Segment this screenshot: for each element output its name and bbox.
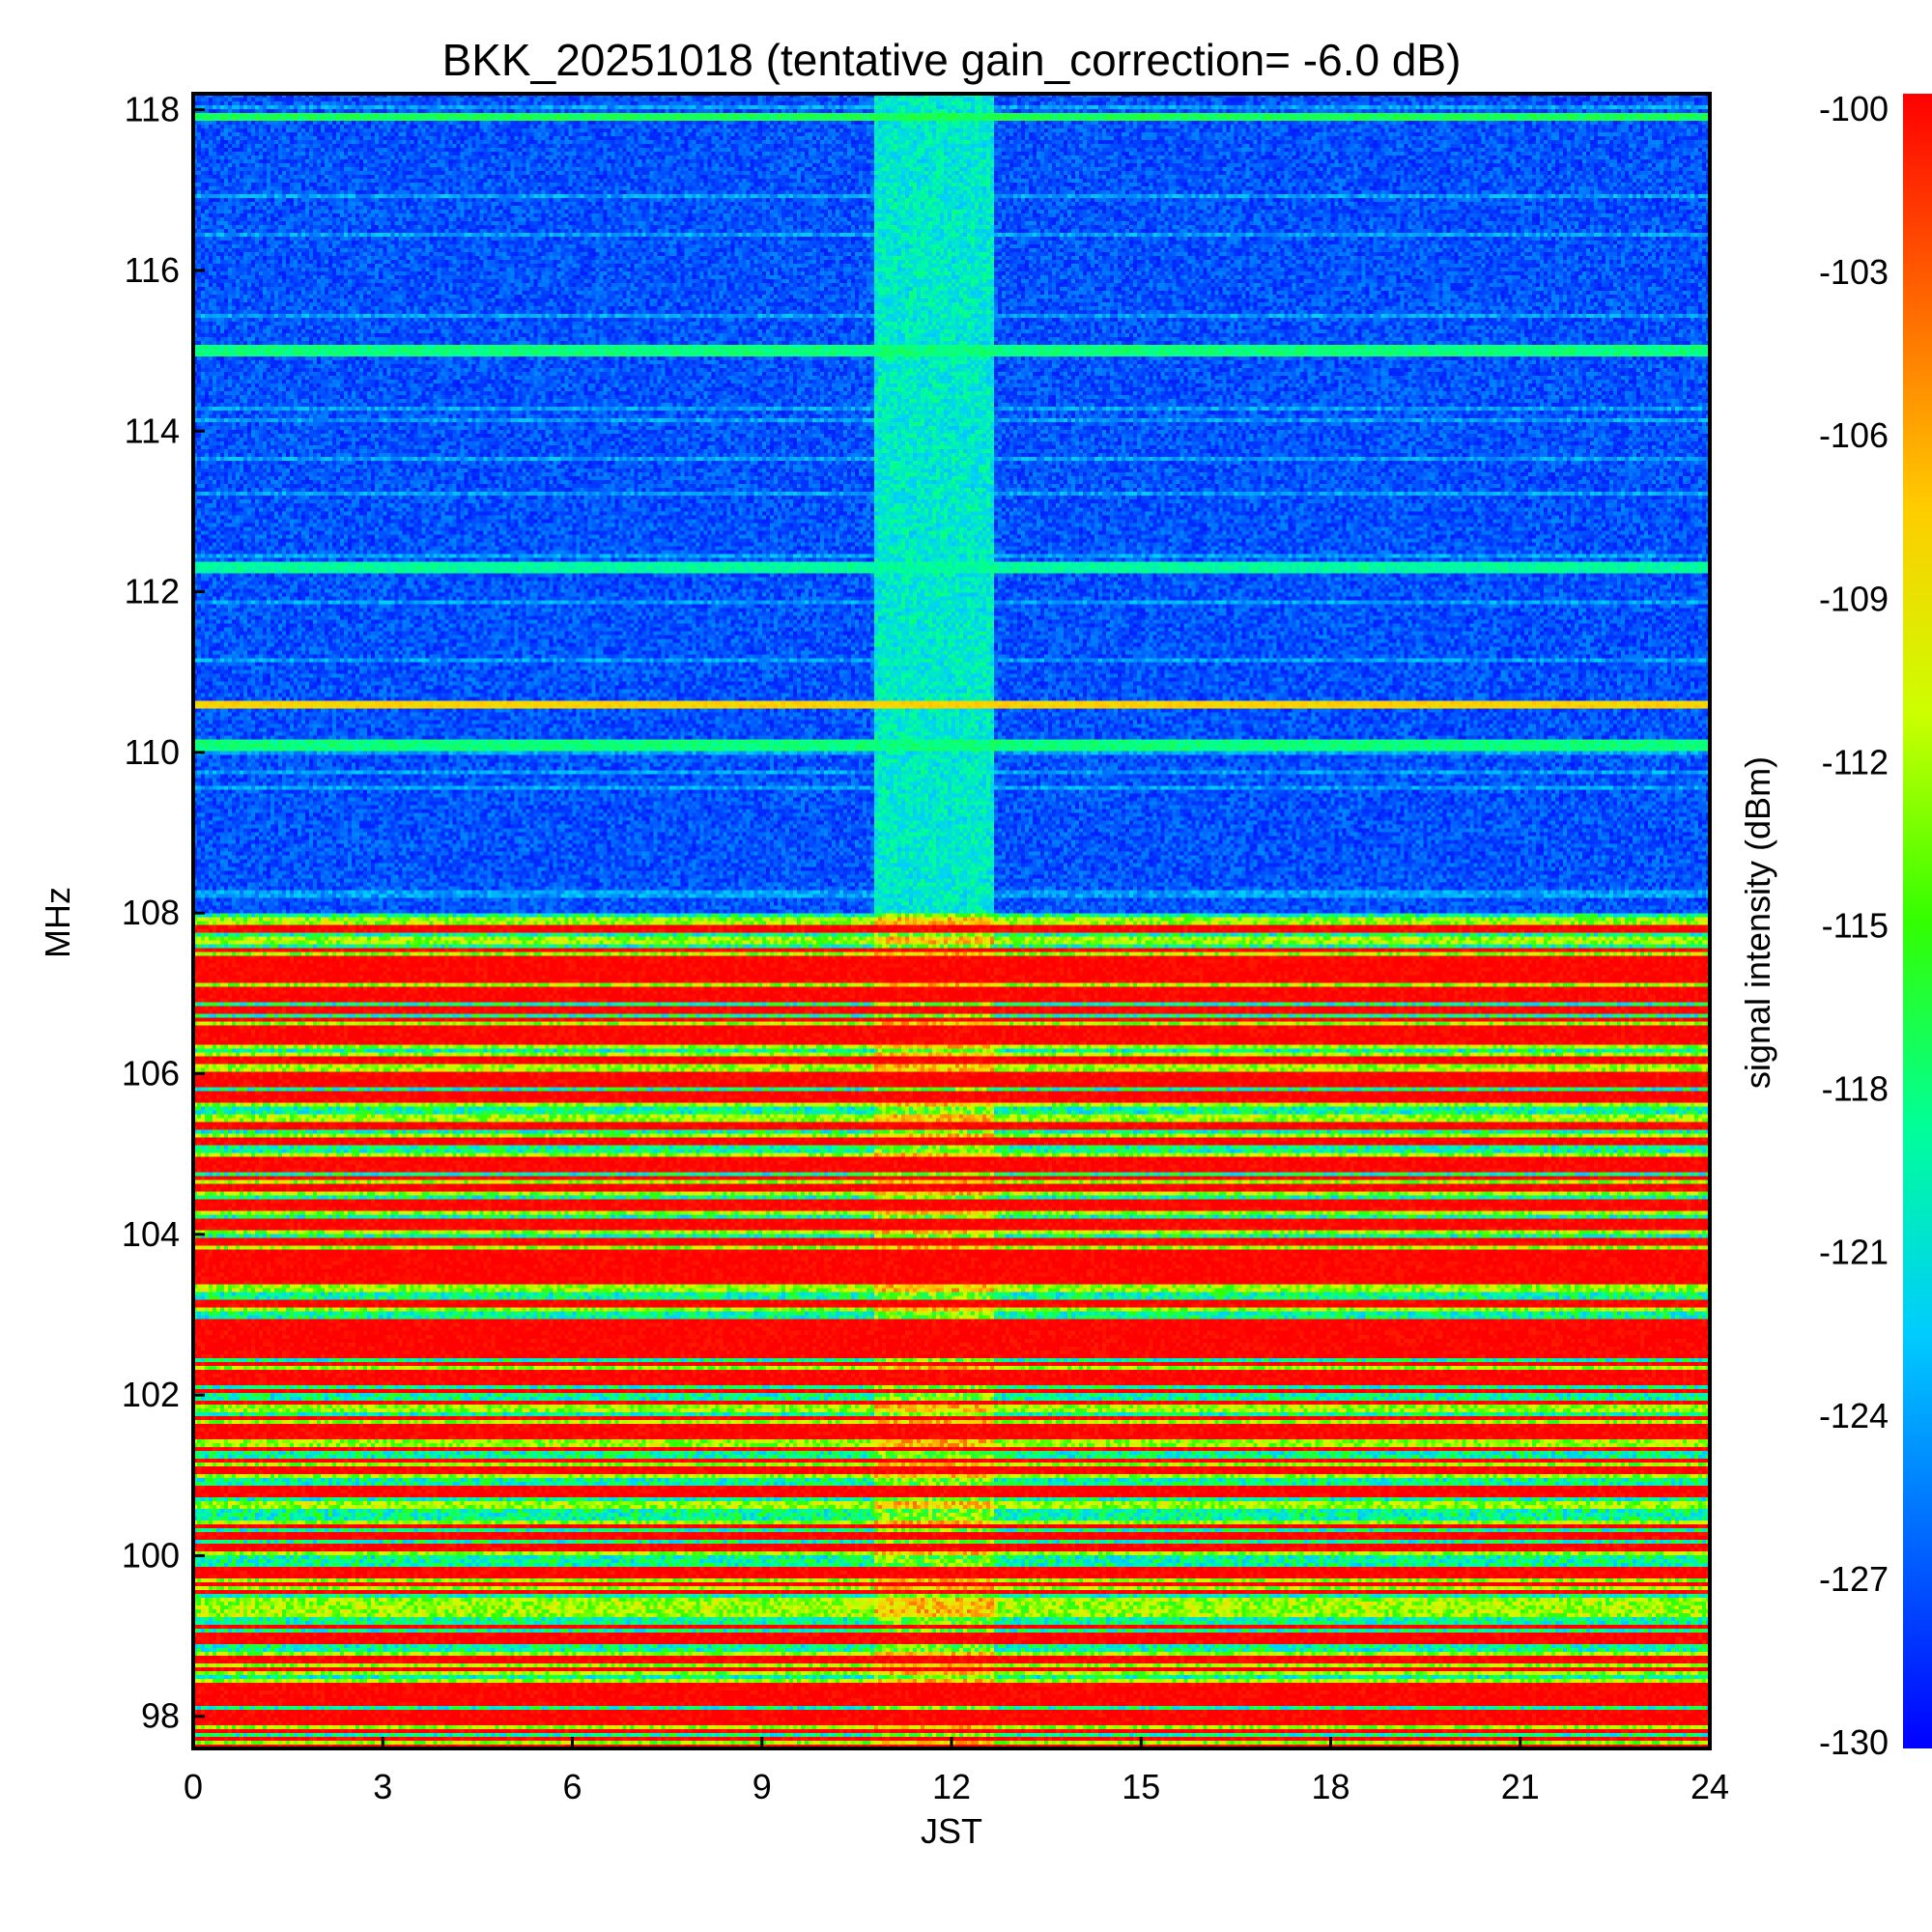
x-axis: 0 3 6 9 12 15 18 21 24: [184, 1737, 1729, 1806]
colorbar-tick-label: -109: [1819, 579, 1889, 618]
y-tick-label: 106: [122, 1053, 180, 1093]
colorbar-tick-label: -130: [1819, 1722, 1889, 1762]
y-tick-label: 104: [122, 1214, 180, 1254]
chart-title: BKK_20251018 (tentative gain_correction=…: [442, 35, 1462, 85]
colorbar-tick-label: -112: [1822, 742, 1889, 781]
colorbar: -100 -103 -106 -109 -112 -115 -118 -121 -124 -127…: [1819, 89, 1932, 1762]
y-tick-label: 110: [125, 732, 180, 772]
heatmap-image: [193, 94, 1710, 1748]
y-tick-label: 102: [122, 1375, 180, 1414]
x-tick-label: 0: [184, 1767, 203, 1806]
y-tick-label: 100: [122, 1535, 180, 1575]
x-tick-label: 3: [373, 1767, 392, 1806]
x-axis-label: JST: [921, 1811, 982, 1851]
y-axis-label: MHz: [38, 887, 77, 958]
x-tick-label: 21: [1501, 1767, 1540, 1806]
heatmap-plot-area: [193, 94, 1710, 1748]
y-axis: 98 100 102 104 106 108 110 112 114 116 118: [122, 90, 205, 1736]
x-tick-label: 9: [753, 1767, 772, 1806]
x-tick-label: 6: [562, 1767, 582, 1806]
colorbar-tick-label: -115: [1822, 906, 1889, 946]
colorbar-label: signal intensity (dBm): [1738, 756, 1777, 1089]
x-tick-label: 15: [1122, 1767, 1160, 1806]
colorbar-tick-label: -127: [1819, 1559, 1889, 1599]
y-tick-label: 116: [125, 250, 180, 290]
colorbar-tick-label: -103: [1819, 252, 1889, 292]
colorbar-tick-label: -121: [1819, 1233, 1889, 1272]
x-tick-label: 12: [932, 1767, 971, 1806]
x-tick-label: 18: [1311, 1767, 1350, 1806]
colorbar-tick-label: -106: [1819, 415, 1889, 455]
colorbar-tick-label: -100: [1819, 89, 1889, 128]
y-tick-label: 112: [125, 572, 180, 611]
colorbar-gradient: [1903, 94, 1932, 1748]
y-tick-label: 114: [125, 411, 180, 450]
y-tick-label: 118: [125, 90, 180, 129]
colorbar-tick-label: -124: [1819, 1396, 1889, 1435]
y-tick-label: 98: [141, 1696, 180, 1736]
y-tick-label: 108: [122, 893, 180, 932]
colorbar-tick-label: -118: [1822, 1069, 1889, 1109]
x-tick-label: 24: [1690, 1767, 1729, 1806]
